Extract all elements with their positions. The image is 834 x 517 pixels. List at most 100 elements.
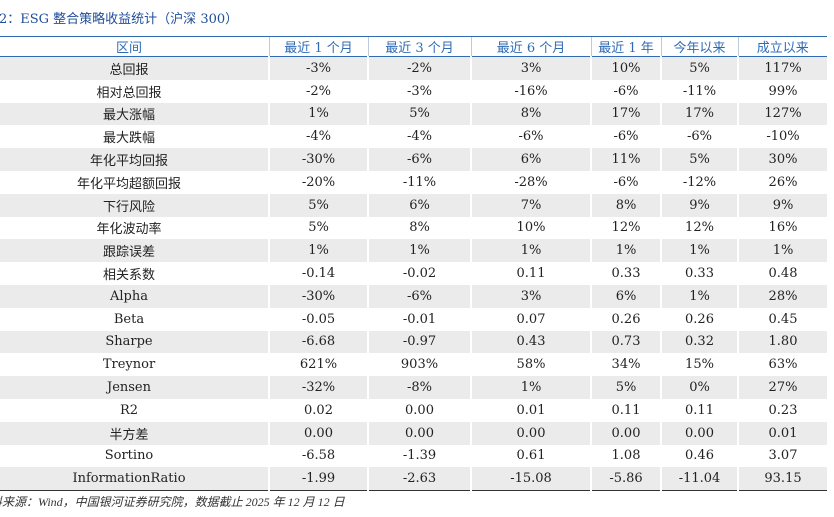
- header-cell: 最近 1 年: [590, 36, 661, 57]
- table-cell: 0.73: [590, 330, 661, 354]
- table-cell: -0.14: [268, 262, 368, 285]
- row-label: 半方差: [0, 421, 269, 445]
- table-cell: 16%: [737, 216, 827, 240]
- table-cell: 93.15: [737, 467, 827, 492]
- table-cell: -20%: [268, 170, 368, 194]
- table-title: 表2：ESG 整合策略收益统计（沪深 300）: [0, 12, 239, 27]
- table-cell: 0.02: [268, 398, 368, 422]
- stats-table: 区间 最近 1 个月 最近 3 个月 最近 6 个月 最近 1 年今年以来 成立以来 总回…: [0, 36, 827, 492]
- table-cell: -28%: [470, 170, 591, 194]
- table-cell: 1%: [268, 102, 368, 126]
- table-cell: 0.00: [660, 421, 738, 445]
- table-cell: -0.02: [367, 262, 471, 285]
- table-cell: -11.04: [660, 467, 738, 492]
- row-label: Sortino: [0, 444, 269, 468]
- row-label: Jensen: [0, 376, 269, 399]
- table-cell: 0.01: [470, 398, 591, 422]
- table-cell: 5%: [268, 193, 368, 217]
- table-cell: -6%: [660, 125, 738, 149]
- table-cell: 0.33: [660, 262, 738, 285]
- table-cell: 0.11: [660, 398, 738, 422]
- table-cell: 5%: [367, 102, 471, 126]
- table-cell: 28%: [737, 284, 827, 308]
- row-label: 最大跌幅: [0, 125, 269, 149]
- table-cell: -6%: [470, 125, 591, 149]
- table-cell: 8%: [590, 193, 661, 217]
- table-cell: 6%: [470, 148, 591, 171]
- table-cell: 8%: [367, 216, 471, 240]
- table-cell: 0.07: [470, 307, 591, 331]
- table-cell: 1%: [660, 239, 738, 263]
- table-cell: -12%: [660, 170, 738, 194]
- source-note: 资料来源：Wind，中国银河证券研究院，数据截止 2025 年 12 月 12 …: [0, 495, 345, 509]
- table-cell: -2%: [367, 56, 471, 80]
- row-label: 下行风险: [0, 193, 269, 217]
- table-cell: -1.99: [268, 467, 368, 492]
- table-row: 下行风险 5% 6% 7% 8% 9% 9%: [0, 193, 827, 217]
- table-row: 年化平均超额回报 -20% -11% -28% -6% -12% 26%: [0, 170, 827, 194]
- table-cell: 0%: [660, 376, 738, 399]
- table-row: Alpha -30% -6% 3% 6% 1% 28%: [0, 284, 827, 308]
- table-cell: 1%: [470, 376, 591, 399]
- table-cell: 1%: [367, 239, 471, 263]
- table-cell: 5%: [660, 148, 738, 171]
- table-cell: 0.00: [268, 421, 368, 445]
- table-cell: 5%: [590, 376, 661, 399]
- table-cell: -11%: [367, 170, 471, 194]
- table-cell: -8%: [367, 376, 471, 399]
- table-cell: 0.01: [737, 421, 827, 445]
- table-cell: 0.43: [470, 330, 591, 354]
- table-cell: 11%: [590, 148, 661, 171]
- table-cell: 1.80: [737, 330, 827, 354]
- table-cell: 26%: [737, 170, 827, 194]
- table-row: Beta -0.05 -0.01 0.07 0.26 0.26 0.45: [0, 307, 827, 331]
- table-cell: -2%: [268, 79, 368, 103]
- table-cell: 0.00: [367, 421, 471, 445]
- header-cell: 今年以来: [660, 36, 738, 57]
- table-cell: 0.00: [470, 421, 591, 445]
- table-cell: 5%: [268, 216, 368, 240]
- table-cell: 3%: [470, 56, 591, 80]
- table-cell: 0.00: [367, 398, 471, 422]
- table-row: InformationRatio -1.99 -2.63 -15.08 -5.86 -11…: [0, 467, 827, 492]
- table-row: 总回报 -3% -2% 3% 10% 5% 117%: [0, 56, 827, 80]
- table-cell: 5%: [660, 56, 738, 80]
- table-cell: -0.01: [367, 307, 471, 331]
- table-cell: -6%: [590, 170, 661, 194]
- table-cell: -0.97: [367, 330, 471, 354]
- header-row: 区间 最近 1 个月 最近 3 个月 最近 6 个月 最近 1 年今年以来 成立以来: [0, 36, 827, 57]
- table-cell: -1.39: [367, 444, 471, 468]
- table-row: R2 0.02 0.00 0.01 0.11 0.11 0.23: [0, 398, 827, 422]
- row-label: 年化平均回报: [0, 148, 269, 171]
- table-cell: 0.00: [590, 421, 661, 445]
- table-cell: 99%: [737, 79, 827, 103]
- header-cell: 区间: [0, 36, 269, 57]
- table-body: 总回报 -3% -2% 3% 10% 5% 117% 相对总回报 -2% -3% -16% -6% -1…: [0, 56, 827, 492]
- row-label: InformationRatio: [0, 467, 269, 492]
- table-row: Treynor 621% 903% 58% 34% 15% 63%: [0, 353, 827, 377]
- table-cell: 0.26: [660, 307, 738, 331]
- row-label: Treynor: [0, 353, 269, 377]
- row-label: 年化波动率: [0, 216, 269, 240]
- table-cell: 0.48: [737, 262, 827, 285]
- table-cell: -0.05: [268, 307, 368, 331]
- table-cell: 10%: [470, 216, 591, 240]
- table-cell: -30%: [268, 148, 368, 171]
- table-cell: 0.61: [470, 444, 591, 468]
- table-cell: -30%: [268, 284, 368, 308]
- table-cell: 0.46: [660, 444, 738, 468]
- row-label: Beta: [0, 307, 269, 331]
- table-cell: 58%: [470, 353, 591, 377]
- table-cell: 1%: [470, 239, 591, 263]
- table-cell: 8%: [470, 102, 591, 126]
- table-cell: -5.86: [590, 467, 661, 492]
- table-cell: -3%: [367, 79, 471, 103]
- table-cell: -3%: [268, 56, 368, 80]
- row-label: 相对总回报: [0, 79, 269, 103]
- table-cell: -6%: [590, 79, 661, 103]
- table-row: 年化平均回报 -30% -6% 6% 11% 5% 30%: [0, 148, 827, 171]
- table-cell: 12%: [590, 216, 661, 240]
- table-row: Sharpe -6.68 -0.97 0.43 0.73 0.32 1.80: [0, 330, 827, 354]
- table-row: Jensen -32% -8% 1% 5% 0% 27%: [0, 376, 827, 399]
- table-cell: 0.33: [590, 262, 661, 285]
